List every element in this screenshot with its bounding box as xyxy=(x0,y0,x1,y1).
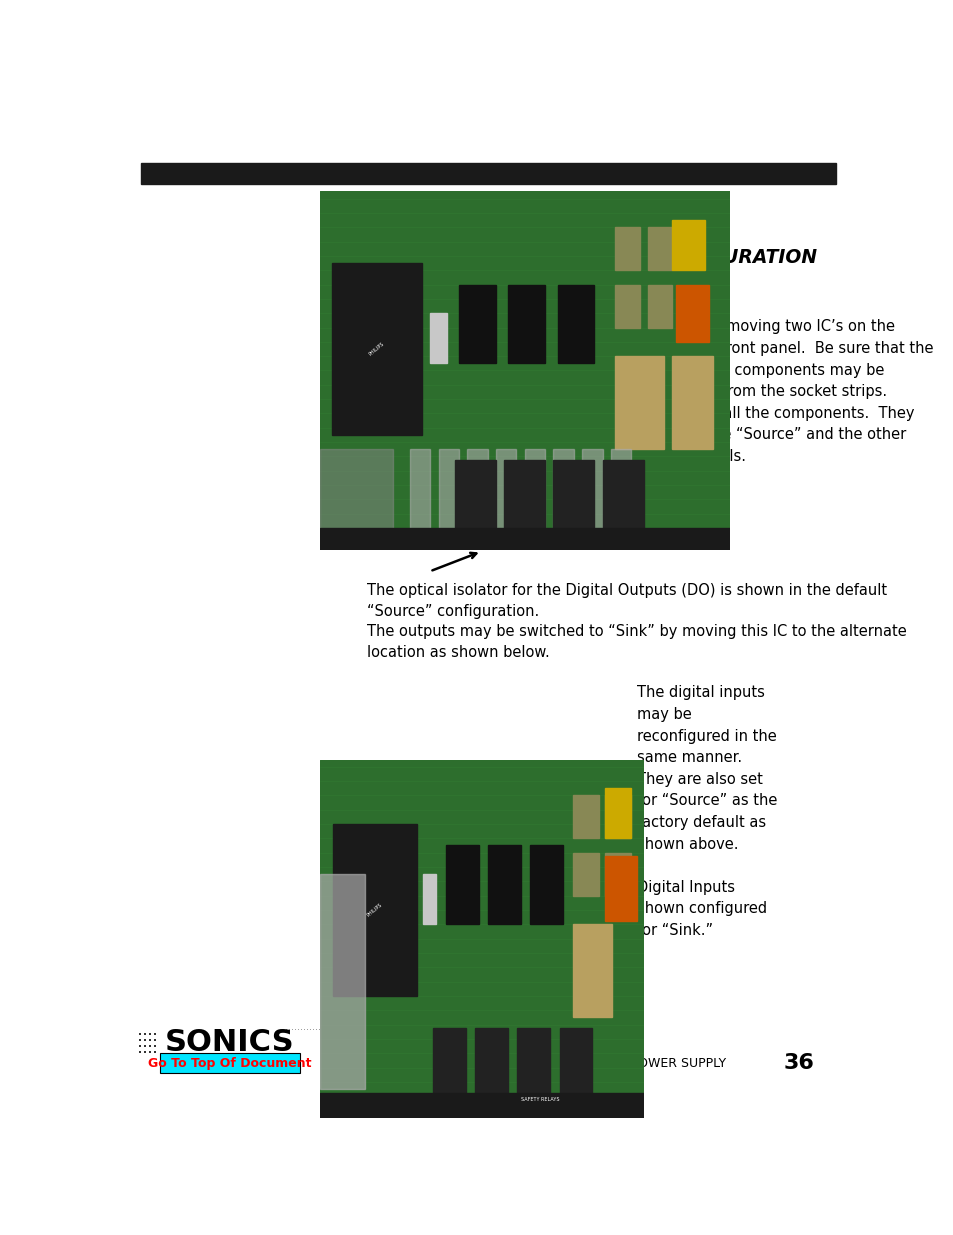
Bar xyxy=(430,314,446,363)
Bar xyxy=(604,788,630,839)
Bar xyxy=(672,356,713,450)
Bar xyxy=(410,450,430,542)
Text: The optical isolator for the Digital Outputs (DO) is shown in the default
“Sourc: The optical isolator for the Digital Out… xyxy=(367,583,886,620)
Bar xyxy=(604,795,630,839)
Bar xyxy=(488,846,520,924)
Text: PHILIPS: PHILIPS xyxy=(366,902,383,918)
Text: INSTRUCTION MANUAL • MODEL GXT POWER SUPPLY: INSTRUCTION MANUAL • MODEL GXT POWER SUP… xyxy=(393,1056,725,1070)
Bar xyxy=(615,284,639,327)
Text: The digital inputs and outputs are configured by moving two IC’s on the
control : The digital inputs and outputs are confi… xyxy=(367,320,932,464)
Bar xyxy=(455,459,496,538)
Bar xyxy=(524,450,545,542)
Bar xyxy=(467,450,487,542)
Bar xyxy=(319,1093,643,1118)
Bar xyxy=(141,163,836,184)
Bar xyxy=(553,450,574,542)
Bar xyxy=(530,846,562,924)
Bar xyxy=(572,924,611,1018)
FancyBboxPatch shape xyxy=(160,1052,300,1073)
Bar xyxy=(572,852,598,895)
Text: SAFETY RELAYS: SAFETY RELAYS xyxy=(520,1097,558,1103)
Bar xyxy=(602,459,643,538)
Bar xyxy=(604,856,637,920)
Bar xyxy=(647,227,672,270)
Bar xyxy=(319,874,365,1089)
Bar xyxy=(446,846,478,924)
Bar xyxy=(332,263,421,435)
Text: PHILIPS: PHILIPS xyxy=(368,341,385,357)
Bar xyxy=(676,284,708,342)
Bar xyxy=(438,450,458,542)
Text: The outputs may be switched to “Sink” by moving this IC to the alternate
locatio: The outputs may be switched to “Sink” by… xyxy=(367,624,905,661)
Bar xyxy=(319,450,393,550)
Bar xyxy=(572,795,598,839)
Bar xyxy=(672,220,704,270)
Bar xyxy=(475,1028,507,1107)
Text: SONICS: SONICS xyxy=(165,1028,294,1057)
Bar xyxy=(559,1028,592,1107)
Text: The digital inputs
may be
reconfigured in the
same manner.
They are also set
for: The digital inputs may be reconfigured i… xyxy=(637,685,777,939)
Bar xyxy=(517,1028,549,1107)
Bar xyxy=(458,284,496,363)
Bar xyxy=(503,459,545,538)
Bar xyxy=(604,852,630,895)
Bar xyxy=(496,450,516,542)
Bar xyxy=(333,824,416,995)
Bar xyxy=(647,284,672,327)
Text: 36: 36 xyxy=(783,1053,814,1073)
Bar xyxy=(581,450,602,542)
Bar xyxy=(615,227,639,270)
Text: SOURCE/SINK DIGITAL I/O CONFIGURATION: SOURCE/SINK DIGITAL I/O CONFIGURATION xyxy=(367,248,816,267)
Bar xyxy=(319,529,729,550)
Bar xyxy=(615,356,663,450)
Text: Go To Top Of Document: Go To Top Of Document xyxy=(149,1056,312,1070)
Bar xyxy=(610,450,631,542)
Bar xyxy=(553,459,594,538)
Bar xyxy=(433,1028,465,1107)
Bar xyxy=(508,284,545,363)
Bar xyxy=(557,284,594,363)
Text: ················································································: ········································… xyxy=(282,1025,611,1035)
Bar xyxy=(423,874,436,924)
